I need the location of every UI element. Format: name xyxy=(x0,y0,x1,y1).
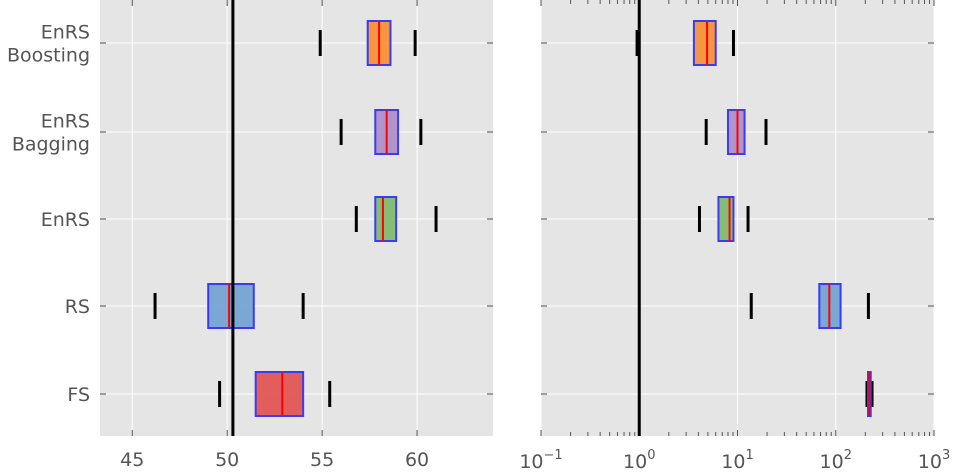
x-tick-label: 10−1 xyxy=(519,448,562,473)
x-tick-label-exponent: 1 xyxy=(745,448,753,463)
box-enrs xyxy=(374,196,398,242)
category-label-line: EnRS xyxy=(41,209,90,231)
box-group-enrs xyxy=(697,196,750,242)
category-label-line: Boosting xyxy=(7,45,90,67)
category-label-fs: FS xyxy=(67,384,90,406)
x-tick-label: 102 xyxy=(820,448,852,473)
box-rs xyxy=(207,283,255,329)
right-panel: 10−1 100 101 102 103 xyxy=(519,0,950,473)
box-group-rs xyxy=(749,283,870,329)
plot-background xyxy=(100,0,493,436)
box-group-enrs-bagging xyxy=(704,109,768,155)
box-fs xyxy=(254,371,305,417)
category-label-line: RS xyxy=(65,296,90,318)
box-group-rs xyxy=(153,283,305,329)
x-tick-label-exponent: 3 xyxy=(942,448,950,463)
x-tick-label-base: 10 xyxy=(623,451,647,473)
category-label-rs: RS xyxy=(65,296,90,318)
box-group-enrs-boosting xyxy=(635,20,735,66)
x-tick-label: 100 xyxy=(623,448,655,473)
x-tick-label-exponent: 0 xyxy=(647,448,655,463)
category-label-line: EnRS xyxy=(41,111,90,133)
box-enrs xyxy=(717,196,735,242)
x-tick-label-base: 10 xyxy=(721,451,745,473)
box-group-enrs-boosting xyxy=(318,20,417,66)
box-enrs-boosting xyxy=(692,20,717,66)
category-label-enrs-bagging: EnRS Bagging xyxy=(12,111,90,156)
x-tick-label-base: 10 xyxy=(820,451,844,473)
category-label-line: EnRS xyxy=(41,22,90,44)
x-tick-label: 60 xyxy=(405,449,429,471)
box-group-fs xyxy=(218,371,332,417)
x-tick-label: 101 xyxy=(721,448,753,473)
x-tick-label-exponent: 2 xyxy=(844,448,852,463)
box-group-enrs xyxy=(354,196,438,242)
category-label-line: Bagging xyxy=(12,134,90,156)
category-label-enrs-boosting: EnRS Boosting xyxy=(7,22,90,67)
category-label-enrs: EnRS xyxy=(41,209,90,231)
x-tick-label: 55 xyxy=(310,449,334,471)
box-group-fs xyxy=(865,371,874,417)
x-tick-label: 45 xyxy=(120,449,144,471)
x-tick-label-base: 10 xyxy=(519,451,543,473)
x-tick-label: 103 xyxy=(918,448,950,473)
category-label-line: FS xyxy=(67,384,90,406)
box-group-enrs-bagging xyxy=(339,109,423,155)
x-tick-label-base: 10 xyxy=(918,451,942,473)
box-enrs-bagging xyxy=(726,109,746,155)
x-tick-label: 50 xyxy=(215,449,239,471)
x-tick-label-exponent: −1 xyxy=(544,448,563,463)
